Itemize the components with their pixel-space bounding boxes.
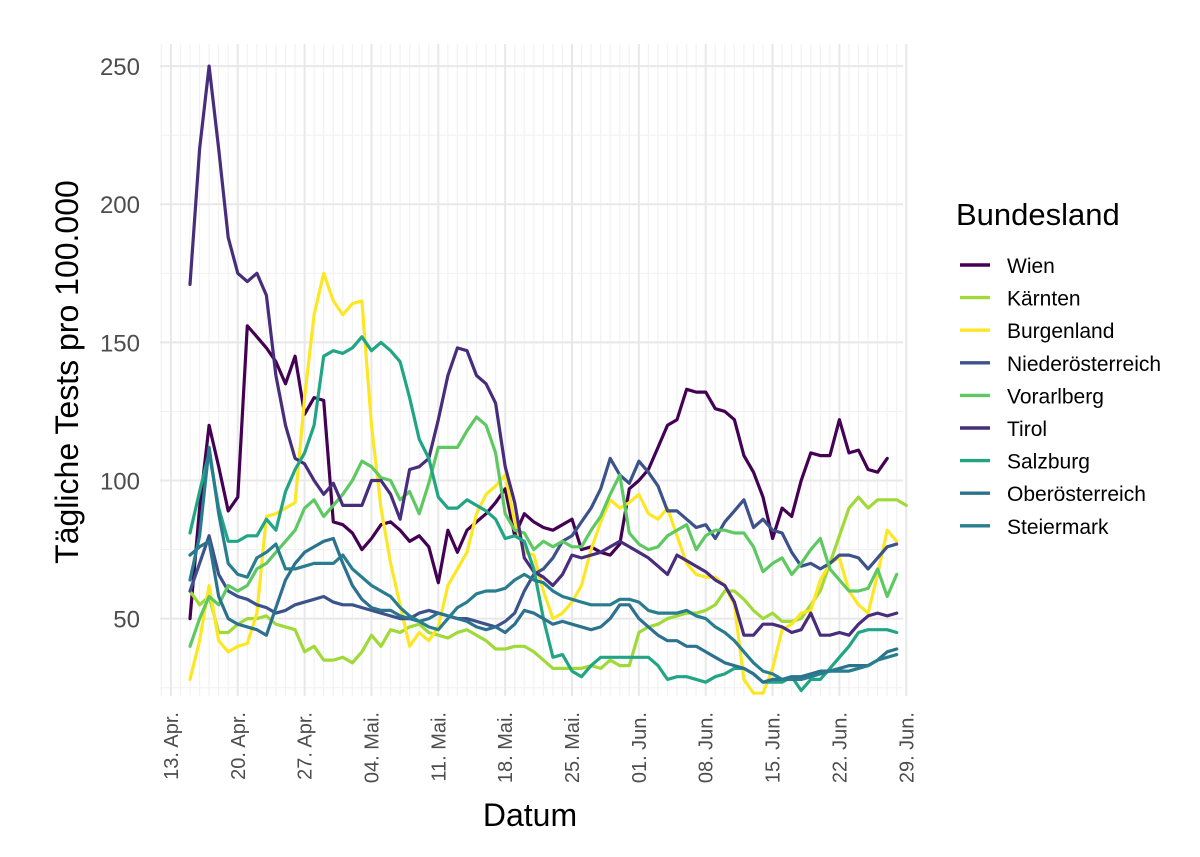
legend-items: Wien Kärnten Burgenland Niederösterreich Vor… bbox=[960, 255, 1161, 539]
x-tick-label: 29. Jun. bbox=[896, 712, 918, 783]
legend-label: Salzburg bbox=[1007, 451, 1090, 474]
legend-title: Bundesland bbox=[956, 197, 1120, 232]
series-line-burgenland bbox=[188, 271, 899, 695]
x-tick-label: 15. Jun. bbox=[763, 712, 785, 783]
legend-item: Burgenland bbox=[960, 320, 1114, 343]
legend-label: Burgenland bbox=[1007, 320, 1114, 343]
series-line-tirol bbox=[188, 64, 899, 637]
series-line-niederösterreich bbox=[188, 456, 899, 629]
legend-item: Steiermark bbox=[960, 516, 1109, 539]
series-line-vorarlberg bbox=[188, 415, 899, 648]
x-tick-label: 20. Apr. bbox=[228, 712, 250, 780]
series-line-steiermark bbox=[188, 445, 899, 682]
x-tick-label: 18. Mai. bbox=[495, 712, 517, 783]
series-line-kärnten bbox=[188, 495, 908, 671]
x-tick-label: 01. Jun. bbox=[629, 712, 651, 783]
x-tick-label: 27. Apr. bbox=[295, 712, 317, 780]
series-line-wien bbox=[188, 324, 889, 621]
legend-label: Tirol bbox=[1007, 418, 1047, 441]
series-lines bbox=[188, 64, 908, 695]
x-tick-label: 11. Mai. bbox=[428, 712, 450, 782]
legend-label: Wien bbox=[1007, 255, 1055, 278]
legend-item: Tirol bbox=[960, 418, 1047, 441]
x-axis-tick-labels: 13. Apr. 20. Apr. 27. Apr. 04. Mai. 11. Mai.… bbox=[161, 712, 918, 783]
legend-label: Oberösterreich bbox=[1007, 483, 1146, 506]
y-tick-label: 100 bbox=[100, 469, 140, 496]
legend: Bundesland Wien Kärnten Burgenland Niederös… bbox=[956, 197, 1161, 539]
legend-item: Kärnten bbox=[960, 288, 1081, 311]
y-tick-label: 150 bbox=[100, 330, 140, 357]
y-tick-label: 50 bbox=[113, 607, 140, 634]
x-tick-label: 22. Jun. bbox=[829, 712, 851, 783]
y-tick-label: 250 bbox=[100, 54, 140, 81]
y-axis-tick-labels: 50 100 150 200 250 bbox=[100, 54, 140, 634]
legend-label: Vorarlberg bbox=[1007, 385, 1104, 408]
x-axis-title: Datum bbox=[483, 797, 577, 833]
legend-item: Salzburg bbox=[960, 451, 1090, 474]
legend-item: Wien bbox=[960, 255, 1055, 278]
legend-label: Kärnten bbox=[1007, 288, 1081, 311]
y-tick-label: 200 bbox=[100, 192, 140, 219]
x-tick-label: 08. Jun. bbox=[696, 712, 718, 783]
x-tick-label: 25. Mai. bbox=[562, 712, 584, 783]
legend-item: Vorarlberg bbox=[960, 385, 1104, 408]
x-tick-label: 13. Apr. bbox=[161, 712, 183, 780]
legend-item: Oberösterreich bbox=[960, 483, 1146, 506]
legend-item: Niederösterreich bbox=[960, 353, 1161, 376]
x-tick-label: 04. Mai. bbox=[361, 712, 383, 783]
y-axis-title: Tägliche Tests pro 100.000 bbox=[49, 180, 85, 564]
legend-label: Niederösterreich bbox=[1007, 353, 1161, 376]
legend-label: Steiermark bbox=[1007, 516, 1109, 539]
